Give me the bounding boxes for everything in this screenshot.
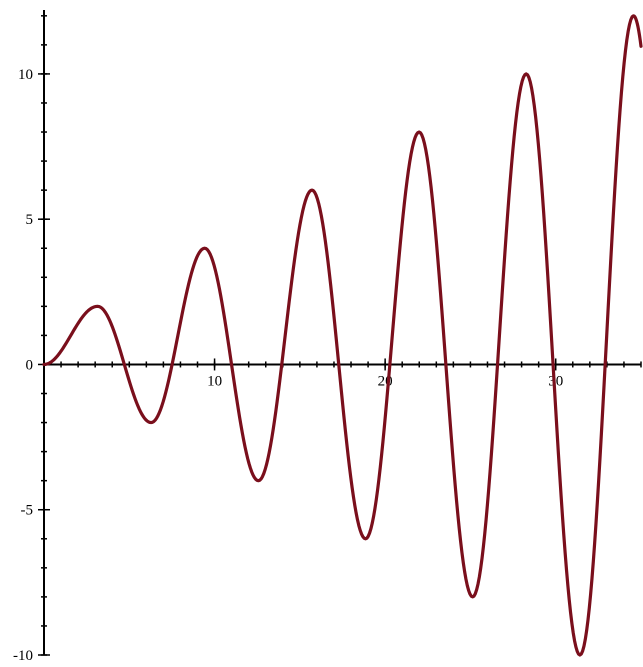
y-tick-label: 5 — [26, 212, 34, 228]
series-point — [364, 537, 367, 540]
series-points — [43, 14, 635, 656]
x-tick-label: 30 — [548, 373, 563, 389]
x-tick-label: 10 — [207, 373, 222, 389]
series-point — [418, 131, 421, 134]
series-point — [578, 654, 581, 657]
series-point — [43, 363, 46, 366]
series-curve — [42, 14, 643, 657]
series-point — [203, 247, 206, 250]
series-point — [525, 72, 528, 75]
y-tick-label: -5 — [21, 503, 34, 519]
series-point — [96, 305, 99, 308]
y-tick-label: -10 — [13, 648, 33, 664]
series-point — [257, 479, 260, 482]
series-point — [310, 189, 313, 192]
y-tick-label: 0 — [26, 357, 34, 373]
series-point — [471, 595, 474, 598]
series-point — [632, 14, 635, 17]
y-tick-label: 10 — [18, 67, 33, 83]
series-point — [150, 421, 153, 424]
